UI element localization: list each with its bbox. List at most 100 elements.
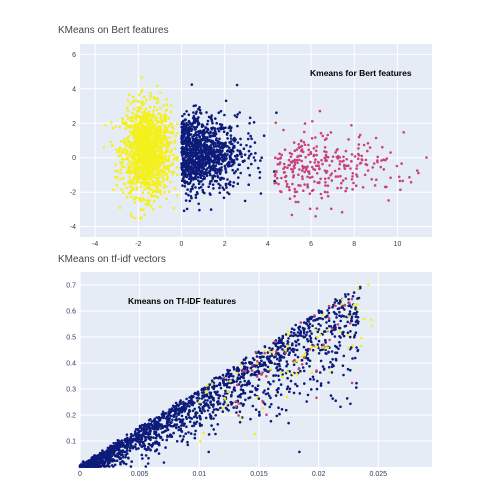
data-point [333,301,337,304]
data-point [147,155,150,159]
data-point [285,387,289,391]
data-point [119,444,123,448]
data-point [243,153,247,156]
data-point [184,127,188,130]
data-point [242,389,245,393]
data-point [253,159,257,162]
data-point [158,150,161,153]
data-point [132,177,136,180]
data-point [114,169,117,173]
data-point [308,334,312,338]
data-point [250,162,253,166]
data-point [249,134,252,138]
data-point [240,385,243,388]
chart-1-annotation: Kmeans for Bert features [310,68,412,78]
data-point [272,374,275,377]
data-point [275,176,279,180]
data-point [226,153,229,156]
data-point [143,439,147,442]
data-point [228,146,231,150]
data-point [119,461,122,464]
data-point [130,444,133,448]
data-point [283,171,287,174]
data-point [120,116,124,120]
data-point [315,396,318,400]
data-point [128,447,132,450]
data-point [179,402,183,405]
data-point [207,138,211,142]
data-point [293,160,297,164]
data-point [119,178,122,181]
scatter-points [102,76,428,220]
data-point [341,364,345,368]
data-point [188,133,192,137]
data-point [131,95,135,99]
data-point [274,374,278,377]
data-point [276,363,279,366]
data-point [184,118,187,121]
data-point [319,333,322,337]
data-point [133,166,137,169]
data-point [235,371,239,375]
data-point [297,200,300,204]
data-point [315,207,319,210]
data-point [117,447,121,450]
data-point [126,163,130,166]
data-point [298,334,301,337]
data-point [254,388,258,391]
data-point [241,362,245,365]
data-point [191,409,195,413]
data-point [141,171,144,175]
data-point [177,403,181,407]
y-tick-label: 0.5 [66,335,76,342]
data-point [236,182,240,185]
data-point [172,431,175,435]
data-point [197,182,201,185]
data-point [347,304,351,308]
data-point [133,130,136,134]
data-point [154,166,158,169]
data-point [222,394,225,398]
data-point [325,150,328,154]
data-point [212,162,215,165]
data-point [146,170,149,173]
data-point [338,162,342,166]
data-point [129,130,132,134]
x-tick-label: 6 [309,241,313,248]
data-point [222,196,226,200]
data-point [143,102,146,105]
data-point [125,106,129,110]
data-point [152,121,155,125]
data-point [299,369,302,373]
data-point [165,103,169,106]
data-point [311,324,314,328]
data-point [326,133,330,137]
data-point [324,338,327,342]
data-point [189,142,193,145]
data-point [166,424,170,427]
data-point [192,111,195,114]
data-point [224,406,228,410]
data-point [134,159,138,163]
data-point [205,143,208,147]
data-point [186,412,190,416]
data-point [210,167,214,171]
data-point [143,129,146,133]
data-point [194,196,198,199]
data-point [189,152,193,155]
data-point [200,123,204,127]
data-point [145,175,149,179]
data-point [173,423,177,426]
data-point [181,137,185,140]
data-point [128,134,131,138]
data-point [133,147,137,151]
data-point [154,162,157,166]
data-point [137,161,141,164]
data-point [131,186,134,189]
data-point [203,393,206,397]
data-point [239,171,242,175]
data-point [317,164,321,168]
data-point [204,140,208,143]
data-point [307,327,311,330]
data-point [131,180,135,183]
